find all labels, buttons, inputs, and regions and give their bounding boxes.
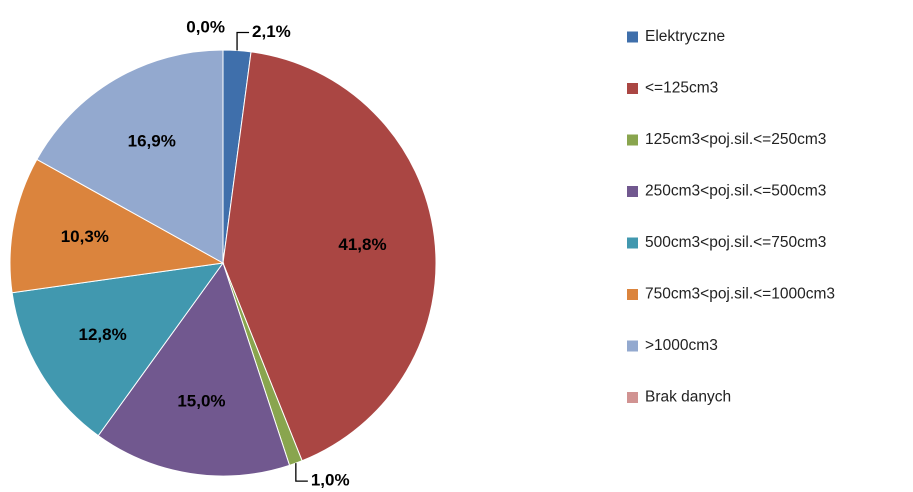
- data-label: 16,9%: [128, 131, 176, 150]
- pie-slice: [97, 261, 291, 477]
- legend-swatch: [627, 134, 638, 146]
- legend-swatch: [627, 83, 638, 94]
- legend-label: Elektryczne: [645, 28, 725, 45]
- data-label: 41,8%: [338, 235, 386, 254]
- legend-swatch: [627, 31, 638, 43]
- legend-label: 750cm3<poj.sil.<=1000cm3: [645, 286, 835, 303]
- pie-slice: [9, 158, 225, 294]
- pie-slice: [11, 262, 225, 437]
- legend-swatch: [627, 237, 638, 249]
- leader-line: [295, 463, 308, 482]
- data-label: 12,8%: [79, 325, 127, 344]
- legend-label: <=125cm3: [645, 80, 718, 97]
- pie-slice: [222, 51, 437, 462]
- legend-label: >1000cm3: [645, 337, 718, 354]
- legend-label: 125cm3<poj.sil.<=250cm3: [645, 131, 826, 148]
- data-label: 0,0%: [186, 17, 225, 36]
- data-label: 10,3%: [61, 227, 109, 246]
- legend-label: 500cm3<poj.sil.<=750cm3: [645, 234, 826, 251]
- data-label: 15,0%: [177, 391, 225, 410]
- legend-label: Brak danych: [645, 389, 731, 406]
- legend-swatch: [627, 392, 638, 403]
- pie-slice: [36, 49, 224, 264]
- legend-swatch: [627, 289, 638, 300]
- data-label: 2,1%: [252, 22, 291, 41]
- legend-swatch: [627, 186, 638, 197]
- leader-line: [236, 31, 250, 51]
- legend-swatch: [627, 340, 638, 352]
- data-label: 1,0%: [311, 471, 350, 490]
- legend-label: 250cm3<poj.sil.<=500cm3: [645, 183, 826, 200]
